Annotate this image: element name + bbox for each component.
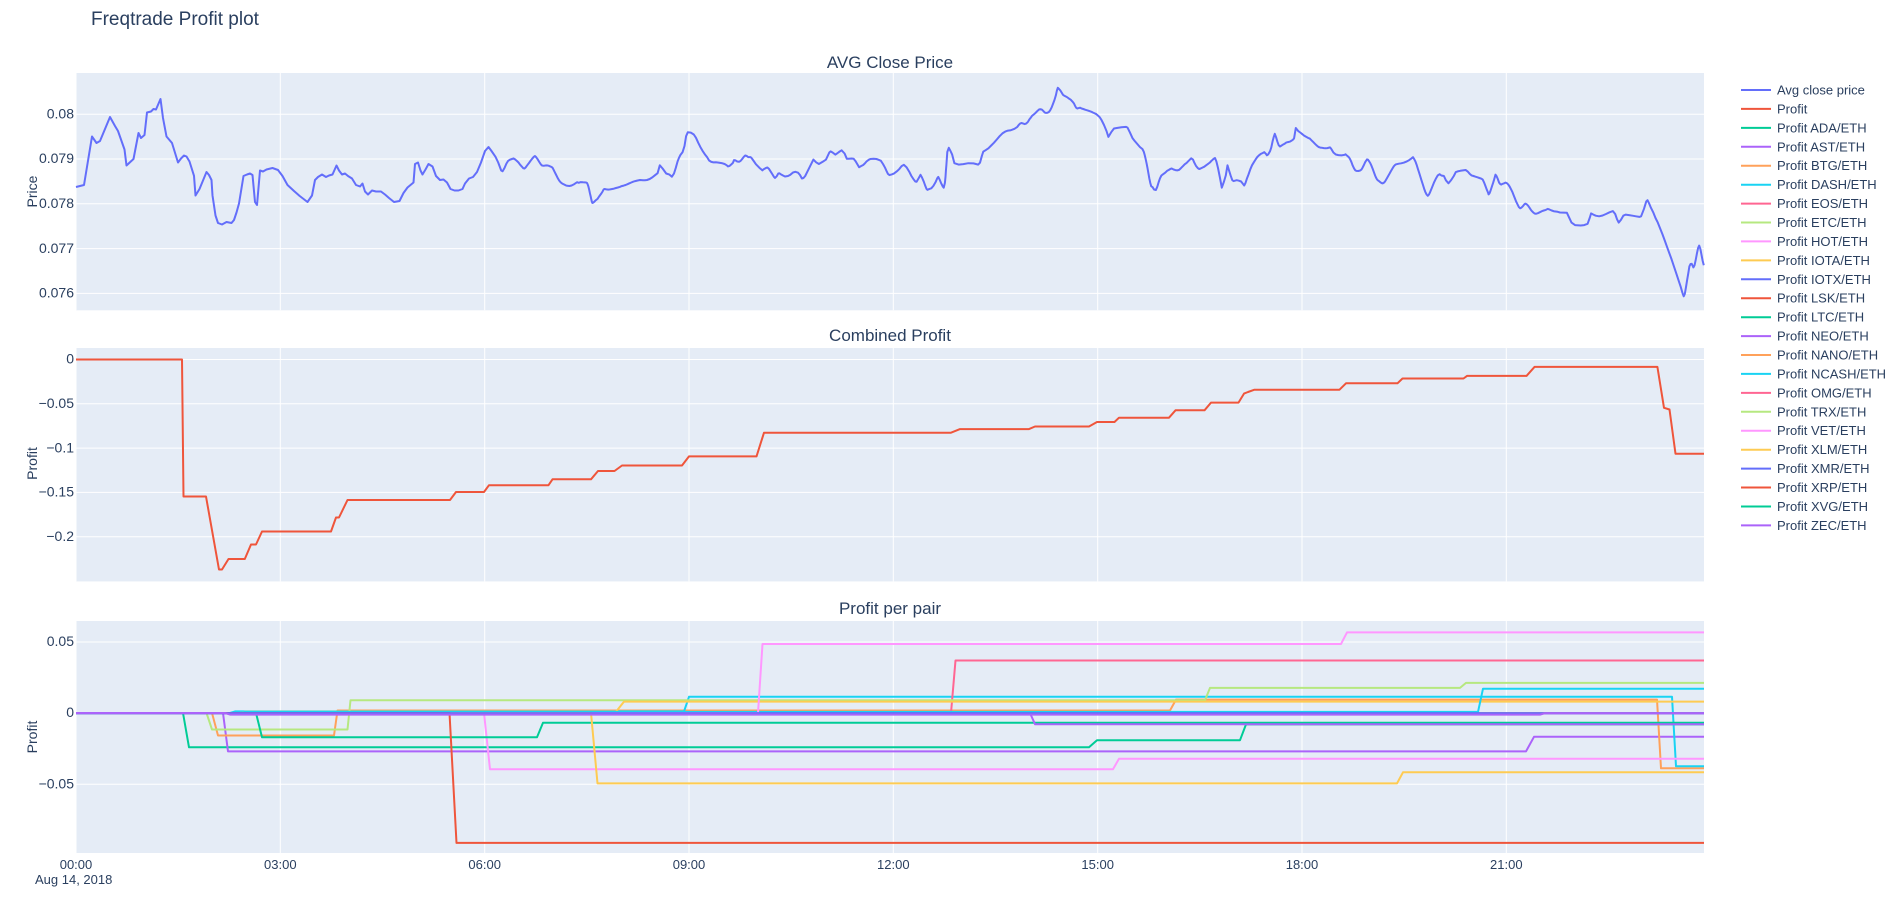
svg-text:Profit: Profit [24,721,40,754]
svg-text:Profit XLM/ETH: Profit XLM/ETH [1777,442,1867,457]
svg-text:Profit per pair: Profit per pair [839,599,941,618]
svg-text:0.079: 0.079 [39,150,74,166]
svg-text:Profit NANO/ETH: Profit NANO/ETH [1777,348,1878,363]
svg-text:21:00: 21:00 [1490,857,1523,872]
svg-text:0: 0 [66,351,74,367]
svg-text:−0.05: −0.05 [39,395,75,411]
svg-text:Profit: Profit [1777,101,1808,116]
svg-text:0.077: 0.077 [39,240,74,256]
svg-text:Profit: Profit [24,447,40,480]
svg-text:0.078: 0.078 [39,195,74,211]
svg-text:Profit EOS/ETH: Profit EOS/ETH [1777,196,1868,211]
svg-text:Price: Price [24,175,40,207]
svg-text:Profit IOTX/ETH: Profit IOTX/ETH [1777,272,1871,287]
svg-text:Freqtrade Profit plot: Freqtrade Profit plot [91,9,260,30]
svg-text:Profit NCASH/ETH: Profit NCASH/ETH [1777,366,1886,381]
svg-text:−0.1: −0.1 [46,439,74,455]
svg-text:Profit ETC/ETH: Profit ETC/ETH [1777,215,1867,230]
svg-text:Profit DASH/ETH: Profit DASH/ETH [1777,177,1877,192]
svg-text:Aug 14, 2018: Aug 14, 2018 [35,872,112,887]
svg-text:09:00: 09:00 [673,857,706,872]
svg-text:15:00: 15:00 [1081,857,1114,872]
svg-text:0.05: 0.05 [47,633,74,649]
svg-text:Profit HOT/ETH: Profit HOT/ETH [1777,234,1868,249]
svg-text:Profit ADA/ETH: Profit ADA/ETH [1777,120,1867,135]
svg-text:00:00: 00:00 [60,857,93,872]
svg-text:−0.05: −0.05 [39,776,75,792]
svg-text:−0.15: −0.15 [39,484,75,500]
svg-text:03:00: 03:00 [264,857,297,872]
svg-text:Profit LSK/ETH: Profit LSK/ETH [1777,291,1865,306]
svg-text:Profit BTG/ETH: Profit BTG/ETH [1777,158,1867,173]
svg-text:Avg close price: Avg close price [1777,83,1865,98]
svg-text:AVG Close Price: AVG Close Price [827,53,953,72]
svg-text:06:00: 06:00 [468,857,501,872]
svg-text:Profit TRX/ETH: Profit TRX/ETH [1777,404,1866,419]
svg-text:0: 0 [66,704,74,720]
svg-text:Combined Profit: Combined Profit [829,326,951,345]
svg-text:12:00: 12:00 [877,857,910,872]
svg-text:18:00: 18:00 [1286,857,1319,872]
svg-text:Profit NEO/ETH: Profit NEO/ETH [1777,329,1869,344]
svg-text:0.08: 0.08 [47,105,74,121]
svg-text:−0.2: −0.2 [46,528,74,544]
svg-text:Profit IOTA/ETH: Profit IOTA/ETH [1777,253,1870,268]
svg-text:Profit VET/ETH: Profit VET/ETH [1777,423,1866,438]
svg-text:Profit AST/ETH: Profit AST/ETH [1777,139,1865,154]
svg-text:Profit LTC/ETH: Profit LTC/ETH [1777,310,1864,325]
svg-text:0.076: 0.076 [39,285,74,301]
svg-text:Profit ZEC/ETH: Profit ZEC/ETH [1777,518,1867,533]
svg-text:Profit OMG/ETH: Profit OMG/ETH [1777,385,1872,400]
svg-text:Profit XVG/ETH: Profit XVG/ETH [1777,499,1868,514]
svg-text:Profit XMR/ETH: Profit XMR/ETH [1777,461,1869,476]
svg-text:Profit XRP/ETH: Profit XRP/ETH [1777,480,1867,495]
